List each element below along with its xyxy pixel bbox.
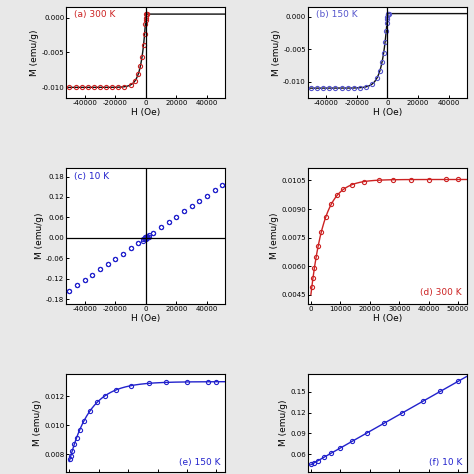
Text: (f) 10 K: (f) 10 K [429,458,462,467]
Y-axis label: M (emu/g): M (emu/g) [279,400,288,446]
Text: (b) 150 K: (b) 150 K [316,10,357,19]
Text: (e) 150 K: (e) 150 K [179,458,220,467]
X-axis label: H (Oe): H (Oe) [373,314,402,323]
X-axis label: H (Oe): H (Oe) [373,108,402,117]
Y-axis label: M (emu/g): M (emu/g) [30,29,39,76]
Text: (c) 10 K: (c) 10 K [74,172,109,181]
Y-axis label: M (emu/g): M (emu/g) [272,29,281,76]
X-axis label: H (Oe): H (Oe) [131,314,161,323]
Text: (d) 300 K: (d) 300 K [420,288,462,297]
X-axis label: H (Oe): H (Oe) [131,108,161,117]
Y-axis label: M (emu/g): M (emu/g) [35,213,44,259]
Y-axis label: M (emu/g): M (emu/g) [33,400,42,446]
Text: (a) 300 K: (a) 300 K [74,10,116,19]
Y-axis label: M (emu/g): M (emu/g) [270,213,279,259]
